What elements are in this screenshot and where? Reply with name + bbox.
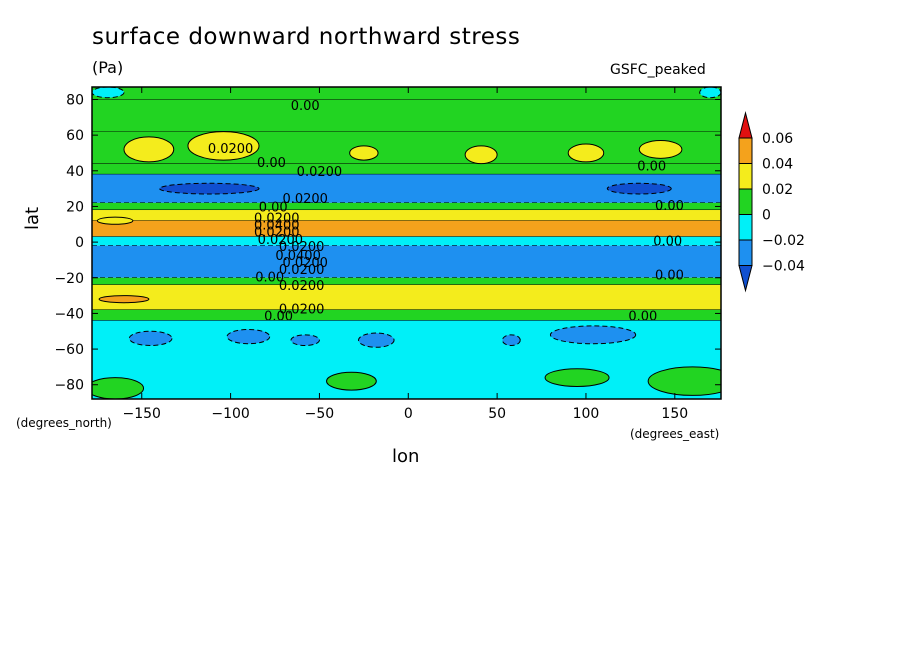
contour-feature — [290, 334, 320, 347]
contour-feature — [226, 328, 271, 345]
zonal-band — [92, 245, 721, 278]
contour-feature — [349, 145, 379, 161]
x-tick-label: −150 — [123, 406, 161, 422]
y-tick-label: −40 — [54, 306, 84, 322]
contour-feature — [92, 87, 125, 99]
y-tick-label: 60 — [66, 128, 84, 144]
contour-feature — [606, 182, 672, 195]
contour-feature — [544, 368, 610, 388]
contour-label: 0.0200 — [258, 233, 304, 248]
zonal-band — [92, 284, 721, 310]
colorbar-top-arrow — [738, 111, 753, 139]
colorbar-label: 0.02 — [762, 182, 793, 198]
colorbar-swatch — [738, 239, 753, 266]
contour-label: 0.00 — [264, 309, 293, 324]
contour-label: 0.0200 — [279, 279, 325, 294]
x-tick-label: −50 — [305, 406, 335, 422]
zonal-band — [92, 220, 721, 237]
contour-label: 0.0200 — [279, 302, 325, 317]
zonal-band — [92, 202, 721, 211]
x-axis-units: (degrees_east) — [630, 427, 720, 441]
zonal-band — [92, 131, 721, 164]
x-tick-label: −100 — [211, 406, 249, 422]
colorbar: 0.06 0.04 0.02 0 −0.02 −0.04 — [738, 111, 805, 293]
contour-label: 0.00 — [259, 201, 288, 216]
colorbar-swatch — [738, 163, 753, 190]
contour-feature — [647, 366, 721, 396]
colorbar-label: 0 — [762, 208, 771, 224]
contour-label: 0.0200 — [297, 165, 343, 180]
contour-label: 0.0200 — [279, 240, 325, 255]
colorbar-label: 0.04 — [762, 157, 793, 173]
zonal-band — [92, 87, 721, 100]
zonal-band — [92, 309, 721, 321]
y-tick-label: 20 — [66, 199, 84, 215]
contour-label: 0.0400 — [275, 249, 321, 264]
colorbar-label: −0.02 — [762, 233, 805, 249]
contour-feature — [159, 182, 260, 195]
filled-contours — [92, 87, 721, 399]
x-tick-label: 50 — [488, 406, 506, 422]
colorbar-bottom-arrow — [738, 265, 753, 293]
contour-feature — [326, 371, 377, 391]
contour-feature — [501, 334, 521, 347]
contour-label: 0.00 — [255, 270, 284, 285]
contour-label: 0.00 — [637, 160, 666, 175]
zonal-band — [92, 163, 721, 175]
zonal-band — [92, 210, 721, 221]
contour-label: 0.0200 — [282, 192, 328, 207]
y-tick-label: 80 — [66, 92, 84, 108]
contour-feature — [464, 145, 498, 165]
colorbar-label: 0.06 — [762, 131, 793, 147]
y-tick-label: 0 — [75, 235, 84, 251]
zonal-band — [92, 277, 721, 285]
contour-feature — [638, 139, 683, 159]
contour-feature — [98, 295, 150, 304]
contour-label: 0.00 — [655, 199, 684, 214]
contour-label: 0.00 — [291, 99, 320, 114]
contour-label: 0.00 — [655, 268, 684, 283]
contour-label: 0.0200 — [208, 142, 254, 157]
source-label: GSFC_peaked — [610, 62, 706, 78]
contour-feature — [549, 325, 637, 345]
axis-ticks: −150 −100 −50 0 50 100 150 80 60 40 20 0 −20 −40 −60 −8… — [54, 87, 721, 422]
colorbar-swatch — [738, 137, 753, 164]
y-tick-label: 40 — [66, 164, 84, 180]
zonal-band — [92, 99, 721, 132]
units-label: (Pa) — [92, 58, 124, 77]
colorbar-swatch — [738, 188, 753, 215]
contour-feature — [358, 332, 395, 348]
contour-feature — [128, 330, 173, 347]
y-tick-label: −60 — [54, 342, 84, 358]
contour-label: 0.0400 — [254, 219, 300, 234]
plot-frame — [91, 86, 722, 400]
y-axis-units: (degrees_north) — [16, 416, 112, 430]
contour-label: 0.00 — [653, 235, 682, 250]
contour-label: 0.0200 — [254, 226, 300, 241]
x-tick-label: 100 — [573, 406, 600, 422]
contour-feature — [187, 131, 260, 161]
x-axis-label: lon — [392, 446, 420, 467]
contour-label: 0.0200 — [254, 211, 300, 226]
contour-label: 0.00 — [628, 309, 657, 324]
contour-feature — [123, 136, 175, 163]
colorbar-swatch — [738, 214, 753, 241]
zonal-band — [92, 236, 721, 246]
y-tick-label: −80 — [54, 378, 84, 394]
colorbar-label: −0.04 — [762, 259, 805, 275]
contour-label: 0.00 — [257, 156, 286, 171]
contour-feature — [567, 143, 605, 163]
contour-feature — [699, 87, 721, 99]
x-tick-label: 0 — [404, 406, 413, 422]
contour-label: 0.0200 — [282, 256, 328, 271]
x-tick-label: 150 — [661, 406, 688, 422]
chart-title: surface downward northward stress — [92, 24, 521, 50]
contour-label: 0.0200 — [279, 263, 325, 278]
contour-feature — [92, 377, 145, 399]
contour-feature — [96, 216, 134, 225]
y-tick-label: −20 — [54, 271, 84, 287]
